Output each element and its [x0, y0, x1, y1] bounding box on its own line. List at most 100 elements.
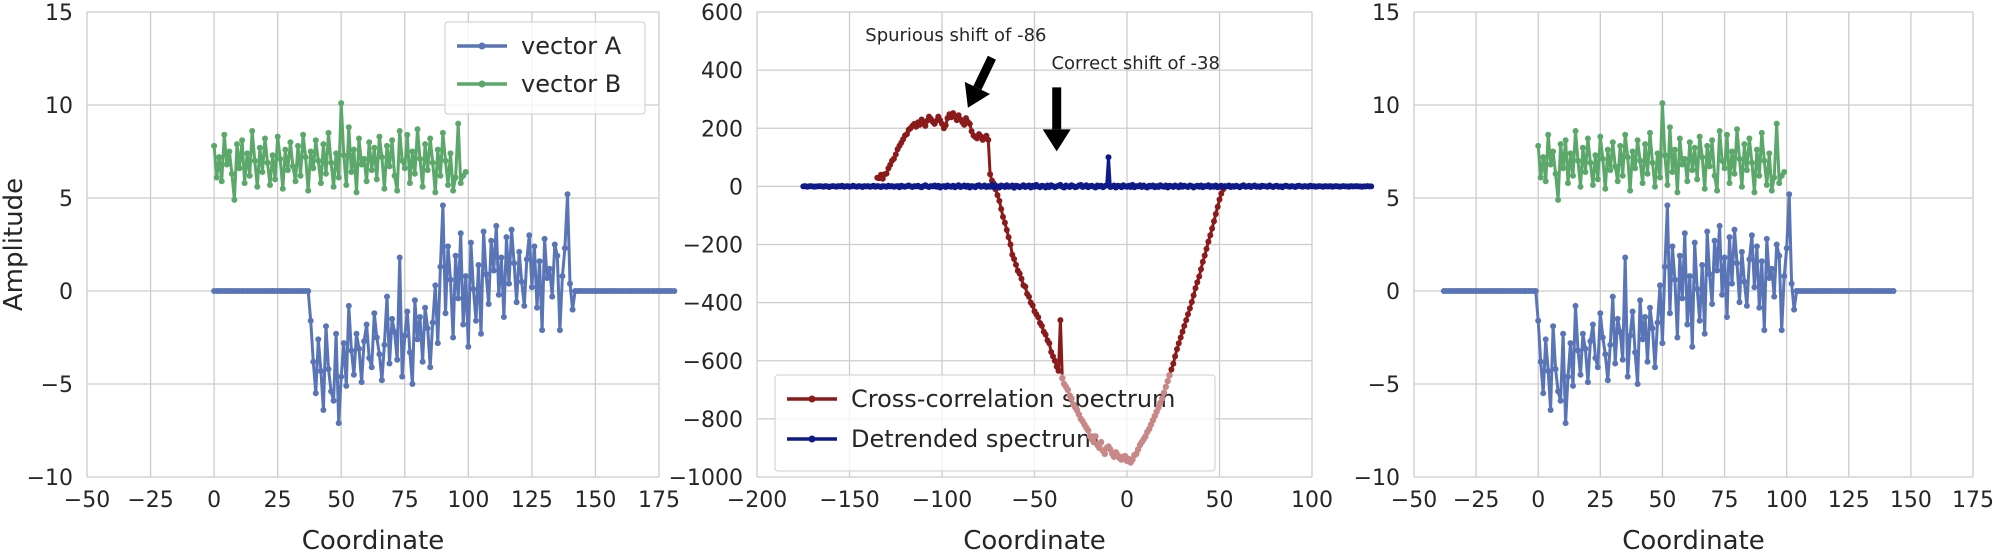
vector-a-series-point	[333, 330, 340, 337]
vector-b-series-point	[287, 139, 294, 146]
cross-correlation-series-point	[966, 120, 973, 127]
vector-b-series-point	[1555, 196, 1562, 203]
vector-a-series-point	[483, 271, 490, 278]
vector-a-series-point	[305, 288, 312, 294]
cross-correlation-series-point	[1177, 334, 1184, 341]
vector-a-series-point	[320, 407, 327, 413]
vector-a-shifted-series-point	[1639, 336, 1646, 343]
x-tick-label: 75	[1711, 488, 1739, 513]
vector-b-series-point	[1763, 182, 1770, 188]
vector-b-series-point	[1758, 129, 1765, 136]
vector-b-series-point	[1766, 150, 1773, 157]
vector-a-shifted-series-point	[1594, 364, 1601, 371]
vector-b-series-point	[289, 163, 296, 170]
cross-correlation-series-point	[1179, 328, 1186, 335]
vector-a-series-point	[345, 302, 352, 309]
y-tick-label: 200	[701, 117, 743, 142]
vector-b-series-point	[445, 182, 451, 188]
vector-a-series-point	[399, 373, 406, 380]
cross-correlation-series-point	[1026, 293, 1032, 300]
vector-a-shifted-series-point	[1711, 237, 1718, 244]
vector-b-series-point	[1781, 169, 1788, 175]
cross-correlation-series-point	[1186, 305, 1193, 312]
y-tick-label: −10	[27, 466, 73, 491]
vector-a-shifted-series-point	[1778, 327, 1785, 334]
vector-a-shifted-series-point	[1540, 390, 1547, 397]
cross-correlation-series-point	[1057, 317, 1064, 324]
vector-b-series-point	[1545, 131, 1552, 138]
vector-b-series-point	[1753, 146, 1760, 153]
vector-b-series-point	[348, 169, 355, 175]
vector-b-series-point	[1567, 150, 1574, 157]
vector-a-series-point	[432, 282, 439, 289]
vector-b-series-point	[442, 157, 449, 164]
vector-a-shifted-series-point	[1691, 239, 1698, 246]
cross-correlation-series-point	[1203, 245, 1210, 252]
vector-a-series-point	[495, 291, 502, 298]
vector-a-shifted-series-point	[1562, 420, 1569, 427]
y-axis-label: Amplitude	[0, 178, 29, 311]
vector-b-series-point	[1614, 178, 1621, 185]
vector-a-series-point	[465, 343, 472, 350]
vector-a-shifted-series-point	[1791, 306, 1798, 313]
vector-a-shifted-series-point	[1679, 295, 1686, 302]
vector-b-series-point	[1572, 128, 1579, 134]
cross-correlation-series-point	[1022, 283, 1029, 290]
vector-a-shifted-series-point	[1654, 319, 1661, 326]
spurious-annotation: Spurious shift of -86	[865, 25, 1046, 46]
vector-b-series-point	[1711, 172, 1718, 179]
vector-a-series-point	[330, 397, 337, 404]
x-tick-label: 50	[1206, 488, 1234, 513]
vector-b-series-point	[1676, 135, 1683, 142]
vector-b-series-point	[335, 174, 342, 181]
vector-a-shifted-series-point	[1642, 314, 1649, 320]
vector-b-series-point	[1716, 128, 1723, 134]
vector-a-series-point	[528, 284, 535, 291]
vector-a-series-point	[526, 232, 533, 239]
vector-b-series-point	[1689, 167, 1696, 174]
y-tick-label: 10	[45, 94, 73, 119]
vector-b-series-point	[340, 152, 347, 159]
vector-a-shifted-series-point	[1686, 273, 1693, 280]
cross-correlation-series-point	[1194, 279, 1201, 286]
vector-a-series-point	[488, 237, 495, 244]
vector-b-series-point	[1599, 155, 1606, 162]
vector-b-series-point	[223, 161, 230, 168]
cross-correlation-point-light	[1064, 386, 1072, 393]
vector-b-series-point	[282, 146, 289, 153]
y-tick-label: 0	[59, 280, 73, 305]
x-tick-label: 0	[207, 488, 221, 513]
vector-a-shifted-series	[1440, 191, 1897, 427]
vector-b-series-point	[297, 172, 304, 179]
vector-b-series-point	[1709, 137, 1716, 144]
vector-a-shifted-series-point	[1704, 228, 1711, 235]
vector-b-series-point	[384, 142, 390, 149]
vector-b-series-point	[1768, 187, 1775, 194]
vector-a-series-point	[544, 275, 551, 281]
cross-correlation-series-point	[1046, 340, 1053, 347]
cross-correlation-point-light	[1097, 438, 1105, 446]
vector-b-series-point	[1684, 178, 1691, 185]
cross-correlation-series-point	[1003, 227, 1010, 233]
cross-correlation-series-point	[1168, 366, 1175, 373]
y-tick-label: 10	[1372, 94, 1400, 119]
vector-a-series-point	[508, 226, 515, 233]
vector-a-shifted-series-point	[1761, 327, 1768, 334]
vector-b-series-point	[1731, 170, 1738, 177]
vector-a-series-point	[452, 252, 459, 259]
vector-a-shifted-series-point	[1577, 371, 1584, 378]
cross-correlation-series-point	[1172, 353, 1179, 360]
vector-a-shifted-series-point	[1753, 243, 1760, 250]
vector-a-series-point	[493, 222, 500, 229]
vector-b-series-point	[218, 178, 225, 185]
vector-a-shifted-series-point	[1746, 256, 1753, 263]
legend-marker	[478, 42, 486, 50]
cross-correlation-series-point	[1205, 238, 1212, 245]
x-tick-label: 25	[1586, 488, 1614, 513]
vector-a-series-point	[467, 239, 474, 246]
vector-a-series-point	[541, 235, 548, 242]
y-tick-label: −400	[683, 292, 743, 317]
vector-a-series-point	[475, 262, 482, 268]
vector-b-series-point	[1570, 172, 1576, 179]
